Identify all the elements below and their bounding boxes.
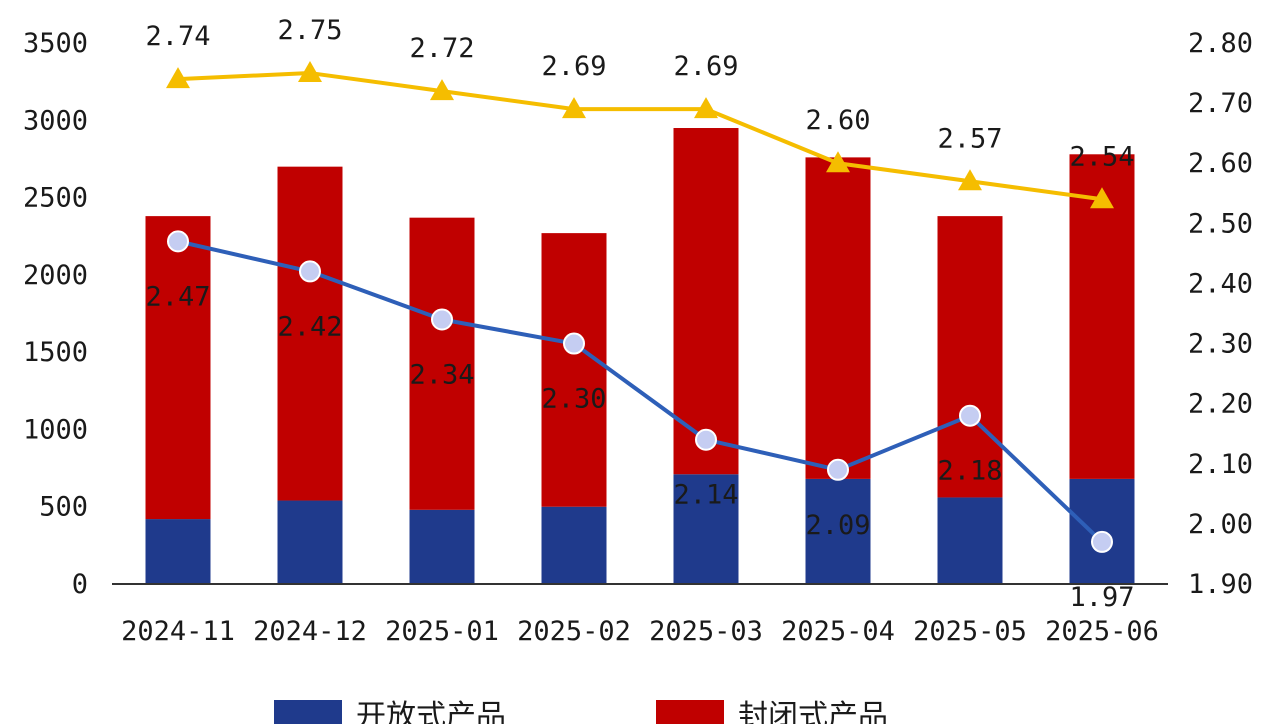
- data-label: 2.14: [673, 480, 738, 511]
- data-label: 2.74: [145, 21, 210, 52]
- left-tick-label: 3500: [23, 28, 88, 59]
- legend: 开放式产品 封闭式产品: [274, 699, 888, 724]
- x-tick-label: 2025-02: [517, 616, 631, 647]
- bar-closed: [145, 216, 211, 520]
- triangle-marker: [694, 97, 718, 119]
- x-tick-label: 2025-05: [913, 616, 1027, 647]
- bar-closed: [409, 217, 475, 510]
- triangle-marker: [166, 67, 190, 89]
- right-y-axis: 1.90 2.00 2.10 2.20 2.30 2.40 2.50 2.60 2.70 2.80: [1188, 28, 1253, 600]
- legend-label: 封闭式产品: [738, 699, 888, 724]
- bar-open: [277, 500, 343, 584]
- legend-swatch: [656, 700, 724, 724]
- right-tick-label: 1.90: [1188, 569, 1253, 600]
- circle-marker: [431, 308, 453, 331]
- data-label: 2.75: [277, 15, 342, 46]
- bar-open: [409, 509, 475, 584]
- right-tick-label: 2.30: [1188, 329, 1253, 360]
- circle-marker: [167, 230, 189, 253]
- left-tick-label: 1500: [23, 337, 88, 368]
- circle-marker: [563, 332, 585, 355]
- left-tick-label: 0: [72, 569, 88, 600]
- bar-open: [805, 478, 871, 584]
- bar-open: [937, 497, 1003, 584]
- data-label: 2.47: [145, 281, 210, 312]
- x-tick-label: 2024-11: [121, 616, 235, 647]
- data-label: 2.30: [541, 384, 606, 415]
- data-label: 2.60: [805, 105, 870, 136]
- bar-open: [145, 519, 211, 584]
- left-y-axis: 0 500 1000 1500 2000 2500 3000 3500: [23, 28, 88, 600]
- data-label: 2.72: [409, 33, 474, 64]
- x-tick-label: 2025-04: [781, 616, 895, 647]
- left-tick-label: 2000: [23, 260, 88, 291]
- data-label: 2.42: [277, 311, 342, 342]
- data-label: 2.09: [805, 510, 870, 541]
- circle-marker: [299, 260, 321, 283]
- bar-closed: [673, 128, 739, 475]
- data-label: 2.69: [673, 51, 738, 82]
- x-tick-label: 2024-12: [253, 616, 367, 647]
- triangle-marker: [958, 169, 982, 191]
- triangle-marker: [298, 61, 322, 83]
- lines: [166, 61, 1114, 553]
- data-label: 2.34: [409, 360, 474, 391]
- data-labels: 2.74 2.75 2.72 2.69 2.69 2.60 2.57 2.54 2.47 2.42…: [145, 15, 1134, 613]
- x-tick-label: 2025-03: [649, 616, 763, 647]
- data-label: 2.57: [937, 123, 1002, 154]
- x-tick-label: 2025-06: [1045, 616, 1159, 647]
- circle-marker: [827, 458, 849, 481]
- left-tick-label: 3000: [23, 105, 88, 136]
- right-tick-label: 2.50: [1188, 208, 1253, 239]
- data-label: 2.54: [1069, 141, 1134, 172]
- x-tick-label: 2025-01: [385, 616, 499, 647]
- right-tick-label: 2.70: [1188, 88, 1253, 119]
- bar-open: [673, 474, 739, 584]
- bar-closed: [805, 157, 871, 479]
- left-tick-label: 2500: [23, 183, 88, 214]
- legend-label: 开放式产品: [356, 699, 506, 724]
- circle-marker: [1091, 530, 1113, 553]
- bars: [145, 128, 1135, 584]
- legend-swatch: [274, 700, 342, 724]
- right-tick-label: 2.10: [1188, 449, 1253, 480]
- circle-marker: [959, 404, 981, 427]
- bar-closed: [937, 216, 1003, 498]
- line-series-blue: [177, 239, 1104, 544]
- triangle-marker: [1090, 187, 1114, 209]
- left-tick-label: 1000: [23, 414, 88, 445]
- bar-closed: [541, 233, 607, 507]
- right-tick-label: 2.40: [1188, 268, 1253, 299]
- bar-open: [541, 506, 607, 584]
- left-tick-label: 500: [39, 492, 88, 523]
- circle-marker: [695, 428, 717, 451]
- line-series-gold: [177, 71, 1103, 202]
- triangle-marker: [562, 97, 586, 119]
- triangle-marker: [430, 79, 454, 101]
- right-tick-label: 2.20: [1188, 389, 1253, 420]
- data-label: 2.18: [937, 456, 1002, 487]
- bar-closed: [1069, 154, 1135, 479]
- right-tick-label: 2.60: [1188, 148, 1253, 179]
- right-tick-label: 2.80: [1188, 28, 1253, 59]
- right-tick-label: 2.00: [1188, 509, 1253, 540]
- data-label: 2.69: [541, 51, 606, 82]
- triangle-marker: [826, 151, 850, 173]
- x-axis: 2024-11 2024-12 2025-01 2025-02 2025-03 2025-…: [121, 616, 1159, 647]
- data-label: 1.97: [1069, 582, 1134, 613]
- bar-closed: [277, 166, 343, 501]
